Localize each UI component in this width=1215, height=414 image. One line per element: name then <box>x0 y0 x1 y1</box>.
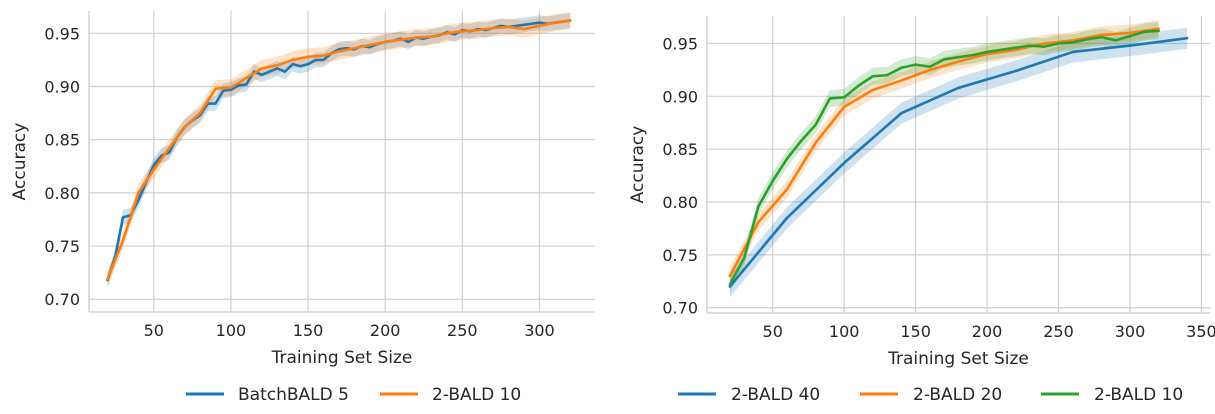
x-tick-label: 200 <box>972 322 1003 341</box>
confidence-band-series-2 <box>107 12 571 288</box>
y-tick-label: 0.85 <box>44 131 80 150</box>
y-axis-label: Accuracy <box>628 126 648 204</box>
y-tick-label: 0.75 <box>44 237 80 256</box>
x-tick-label: 300 <box>524 321 555 340</box>
x-axis-label: Training Set Size <box>887 349 1029 369</box>
chart-panel-1: 0.70 0.75 0.80 0.85 0.90 0.95 50 100 150 200 250 30… <box>10 11 595 405</box>
x-axis-label: Training Set Size <box>271 348 413 368</box>
confidence-band-series-3 <box>729 22 1159 293</box>
y-tick-label: 0.75 <box>662 246 698 265</box>
y-tick-label: 0.95 <box>662 34 698 53</box>
y-tick-label: 0.80 <box>44 184 80 203</box>
x-tick-label: 150 <box>293 321 324 340</box>
x-tick-label: 350 <box>1186 322 1215 341</box>
y-tick-label: 0.95 <box>44 24 80 43</box>
y-tick-label: 0.85 <box>662 140 698 159</box>
y-tick-label: 0.70 <box>44 290 80 309</box>
confidence-band-series-1 <box>729 27 1188 298</box>
legend-label: BatchBALD 5 <box>238 385 349 405</box>
x-tick-label: 250 <box>1043 322 1074 341</box>
x-tick-label: 50 <box>144 321 164 340</box>
y-tick-label: 0.90 <box>662 87 698 106</box>
x-tick-label: 300 <box>1115 322 1146 341</box>
chart-panel-2: 0.70 0.75 0.80 0.85 0.90 0.95 50 100 150 200 250 30… <box>628 16 1215 405</box>
y-tick-label: 0.80 <box>662 193 698 212</box>
x-tick-label: 100 <box>829 322 860 341</box>
y-axis-label: Accuracy <box>10 123 30 201</box>
legend-label: 2-BALD 10 <box>1094 385 1183 405</box>
x-tick-label: 200 <box>370 321 401 340</box>
legend-label: 2-BALD 40 <box>731 385 820 405</box>
x-tick-label: 50 <box>763 322 783 341</box>
series-line-2 <box>728 27 1160 278</box>
x-tick-label: 150 <box>900 322 931 341</box>
confidence-band-series-2 <box>729 20 1159 285</box>
series-line-1 <box>728 36 1189 288</box>
y-tick-label: 0.70 <box>662 299 698 318</box>
x-tick-label: 250 <box>447 321 478 340</box>
x-tick-label: 100 <box>216 321 247 340</box>
series-line-3 <box>728 29 1160 286</box>
legend-label: 2-BALD 10 <box>432 385 521 405</box>
legend-label: 2-BALD 20 <box>913 385 1002 405</box>
y-tick-label: 0.90 <box>44 78 80 97</box>
series-line-2 <box>106 19 572 281</box>
